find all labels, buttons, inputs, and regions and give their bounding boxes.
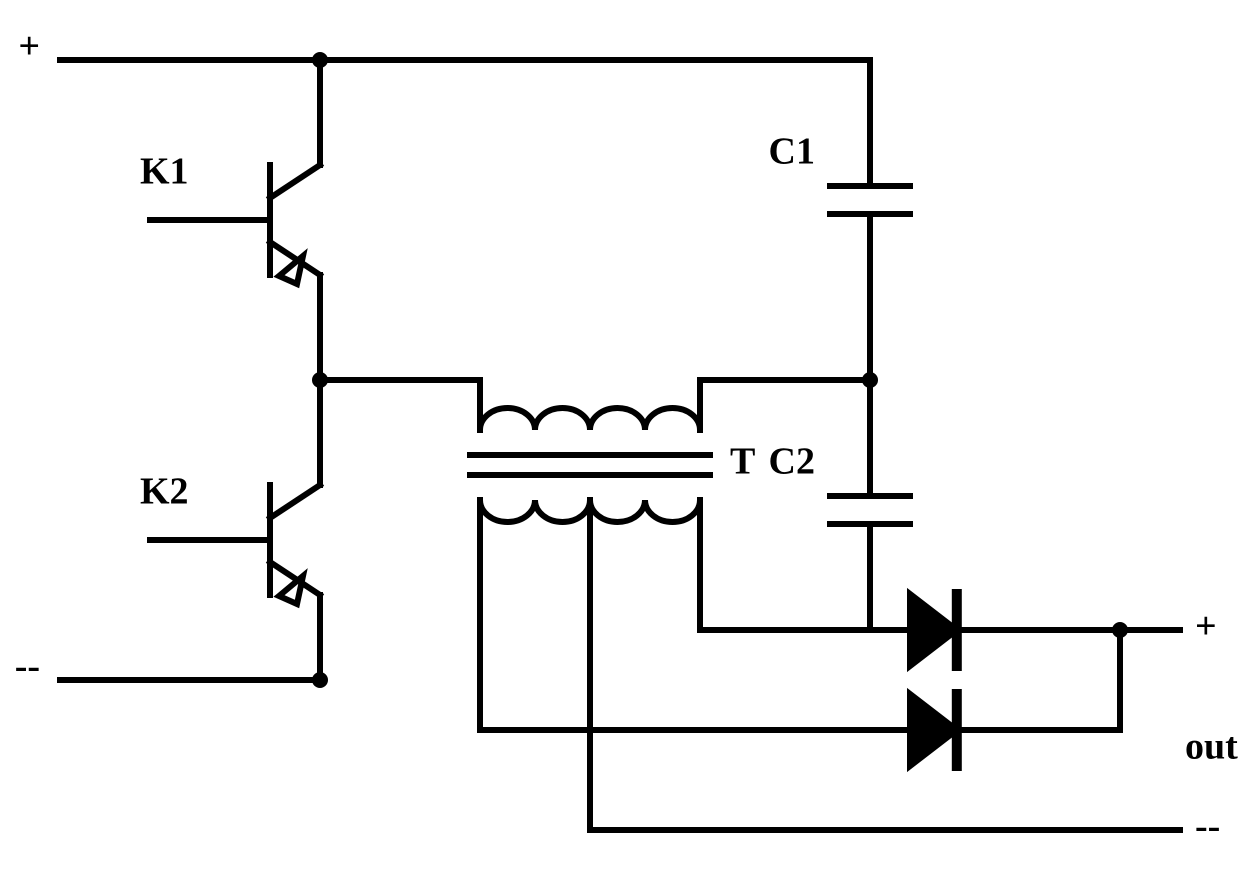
C1-label: C1 [769,131,815,173]
C2-label: C2 [769,441,815,483]
T-label: T [730,441,755,483]
plus_out-label: + [1195,606,1217,648]
minus_out-label: -- [1195,806,1220,848]
diagram-bg [0,0,1240,876]
K1-label: K1 [140,151,189,193]
K2-label: K2 [140,471,189,513]
plus_in-label: + [18,26,40,68]
minus_in-label: -- [15,646,40,688]
out-label: out [1185,726,1238,768]
